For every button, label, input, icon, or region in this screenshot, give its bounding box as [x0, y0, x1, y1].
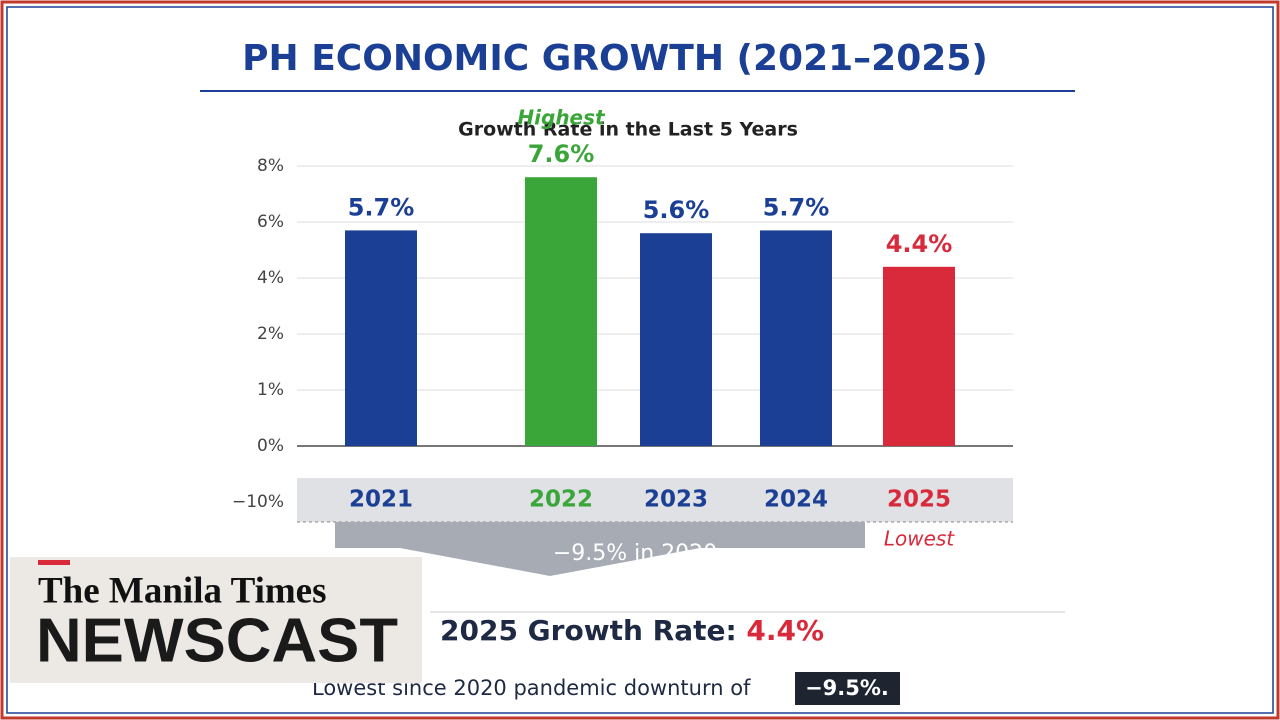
bar: [640, 233, 712, 446]
y-tick-label: 1%: [257, 380, 284, 400]
logo-accent: [38, 560, 70, 565]
highest-annotation: Highest: [517, 106, 606, 130]
category-band: [297, 478, 1013, 522]
y-tick-label: 2%: [257, 324, 284, 344]
x-tick-label: 2021: [349, 487, 413, 513]
headline-text: 2025 Growth Rate:: [440, 614, 746, 647]
chart-subtitle: Growth Rate in the Last 5 Years: [458, 119, 798, 141]
y-tick-label: 8%: [257, 156, 284, 176]
drop-arrow: [335, 522, 865, 576]
footer-headline: 2025 Growth Rate: 4.4%: [440, 614, 824, 647]
bar: [760, 230, 832, 446]
frame-inner: [6, 6, 1274, 714]
chart-title: PH ECONOMIC GROWTH (2021–2025): [242, 38, 988, 79]
bar: [525, 177, 597, 446]
plot: −9.5% in 2020 8% 6% 4% 2% 1% 0% −10% 2021 5.7% 20…: [232, 106, 1013, 576]
x-tick-label: 2022: [529, 487, 593, 513]
value-label: 4.4%: [886, 230, 953, 258]
headline-value: 4.4%: [746, 614, 824, 647]
bar: [883, 266, 955, 446]
logo-masthead: The Manila Times: [38, 570, 327, 611]
logo-box: [10, 557, 422, 683]
lowest-annotation: Lowest: [884, 527, 955, 551]
bar: [345, 230, 417, 446]
value-label: 5.7%: [348, 193, 415, 221]
y-tick-label: 0%: [257, 436, 284, 456]
logo-program: NEWSCAST: [36, 606, 398, 675]
y-tick-label: −10%: [232, 492, 284, 512]
x-tick-label: 2025: [887, 487, 951, 513]
x-tick-label: 2023: [644, 487, 708, 513]
value-label: 5.7%: [763, 193, 830, 221]
y-tick-label: 6%: [257, 212, 284, 232]
x-tick-label: 2024: [764, 487, 828, 513]
y-tick-label: 4%: [257, 268, 284, 288]
drop-annotation: −9.5% in 2020: [553, 541, 717, 566]
value-label: 5.6%: [643, 196, 710, 224]
value-label: 7.6%: [528, 140, 595, 168]
note-value-box: [795, 672, 900, 705]
note-value: −9.5%.: [805, 676, 889, 700]
